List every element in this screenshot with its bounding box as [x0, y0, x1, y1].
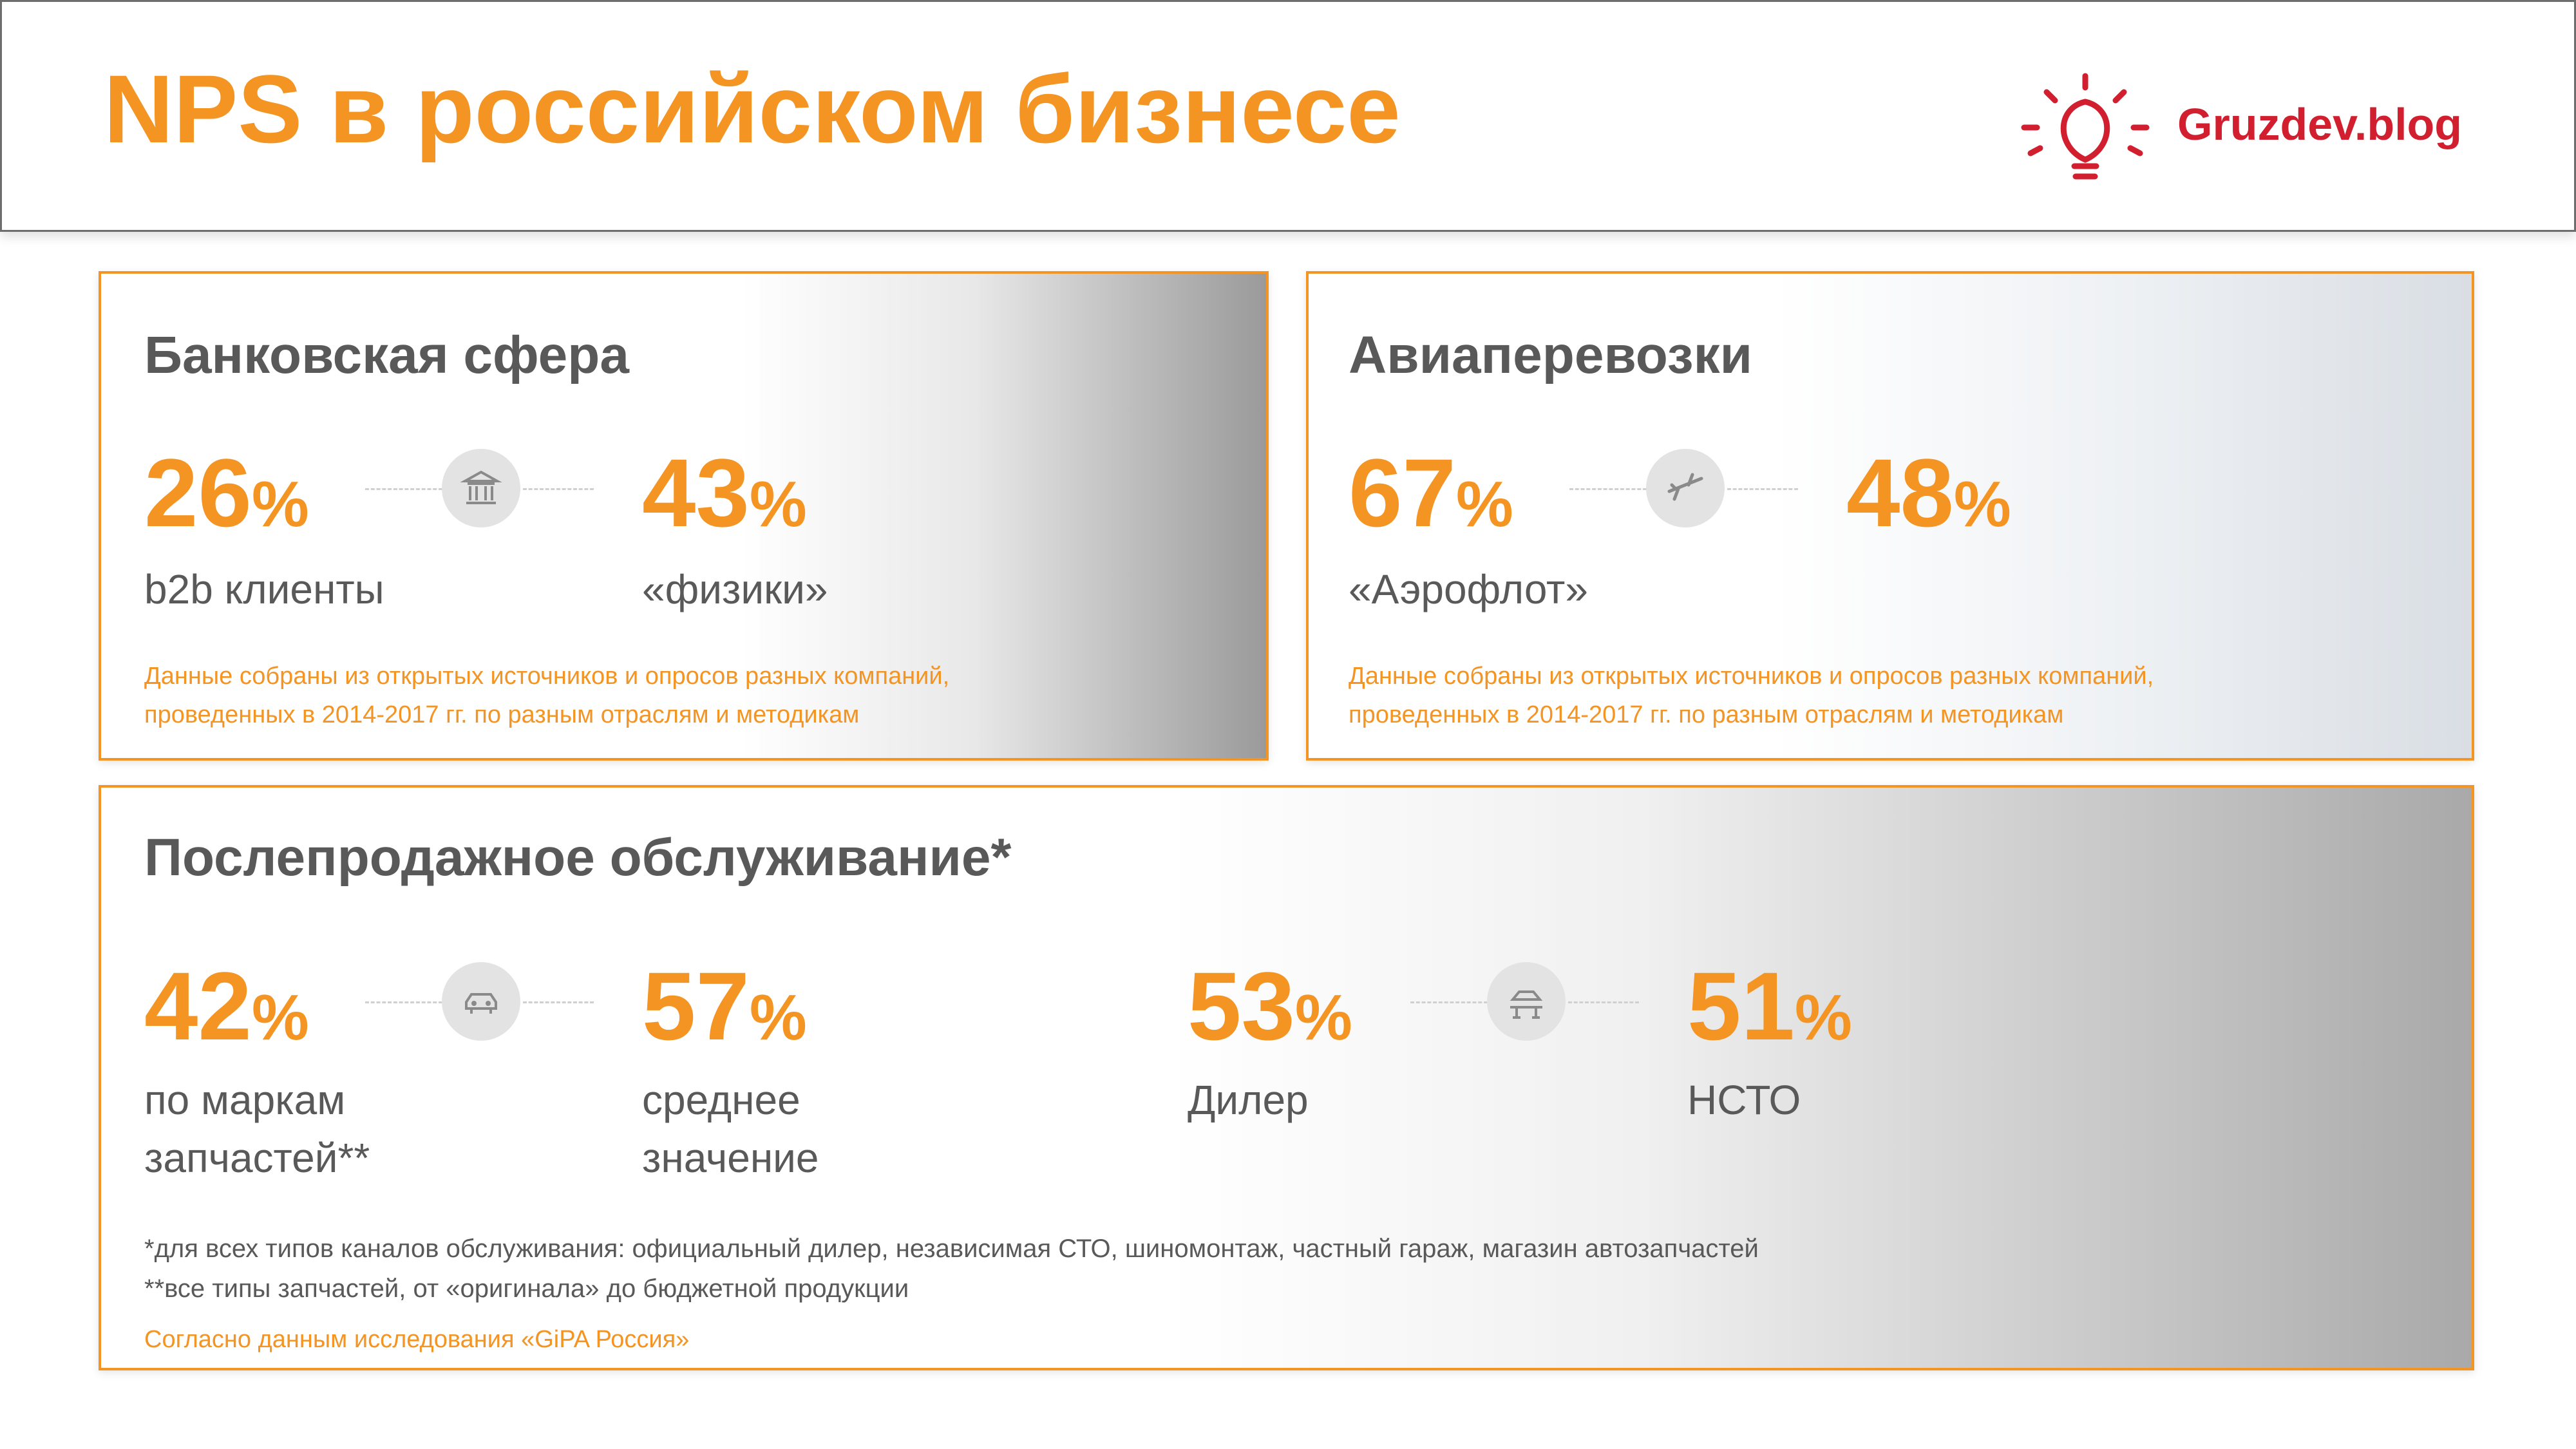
icon-glyph: [465, 993, 497, 1014]
stat-unit: %: [1953, 468, 2011, 540]
stat-value: 57%: [642, 958, 807, 1054]
stat-unit: %: [749, 981, 807, 1054]
icon: [442, 962, 520, 1041]
stat-unit: %: [1455, 468, 1513, 540]
icon-glyph: [1510, 990, 1543, 1019]
section-title: Послепродажное обслуживание*: [144, 828, 1012, 887]
footnote: *для всех типов каналов обслуживания: оф…: [144, 1235, 1759, 1263]
connector: [523, 1001, 594, 1003]
logo-icon: [2021, 73, 2150, 180]
stat-label: среднее значение: [642, 1077, 819, 1181]
stat-unit: %: [251, 468, 309, 540]
header: NPS в российском бизнесе Gruzdev.blog: [0, 0, 2576, 232]
connector: [365, 488, 442, 490]
stat-unit: %: [1294, 981, 1352, 1054]
stat-number: 43: [642, 439, 750, 547]
panel-aftersales: [99, 785, 2474, 1370]
stat-value: 42%: [144, 958, 309, 1054]
stat-value: 26%: [144, 444, 309, 541]
stat-value: 53%: [1188, 958, 1352, 1054]
stat-unit: %: [749, 468, 807, 540]
icon: [1646, 449, 1725, 527]
stat-label: «физики»: [642, 566, 828, 612]
section-title: Банковская сфера: [144, 326, 629, 384]
source: Согласно данным исследования «GiPA Росси…: [144, 1326, 690, 1353]
stat-value: 43%: [642, 444, 807, 541]
stat-value: 67%: [1349, 444, 1513, 541]
stat-number: 51: [1687, 952, 1795, 1060]
stat-label: по маркам запчастей**: [144, 1077, 370, 1181]
section-title: Авиаперевозки: [1349, 326, 1753, 384]
stat-label: НСТО: [1687, 1077, 1801, 1123]
note: Данные собраны из открытых источников и …: [1349, 663, 2154, 690]
page-title: NPS в российском бизнесе: [104, 55, 1401, 163]
connector: [1569, 488, 1647, 490]
panel-aviation: [1306, 271, 2474, 761]
icon-glyph: [460, 470, 502, 504]
stat-number: 57: [642, 952, 750, 1060]
stat-label: «Аэрофлот»: [1349, 566, 1588, 612]
stat-number: 26: [144, 439, 252, 547]
note: Данные собраны из открытых источников и …: [144, 663, 950, 690]
logo-text: Gruzdev.blog: [2177, 99, 2463, 149]
stat-number: 67: [1349, 439, 1456, 547]
footnote: **все типы запчастей, от «оригинала» до …: [144, 1274, 909, 1303]
stat-label: b2b клиенты: [144, 566, 384, 612]
stat-number: 42: [144, 952, 252, 1060]
connector: [1410, 1001, 1488, 1003]
stat-number: 48: [1846, 439, 1954, 547]
panel-banking: [99, 271, 1269, 761]
connector: [1568, 1001, 1639, 1003]
note: проведенных в 2014-2017 гг. по разным от…: [144, 701, 860, 728]
connector: [523, 488, 594, 490]
stat-label: Дилер: [1188, 1077, 1309, 1123]
stat-unit: %: [1794, 981, 1852, 1054]
stat-value: 51%: [1687, 958, 1852, 1054]
icon-glyph: [1667, 473, 1703, 501]
icon: [1487, 962, 1566, 1041]
connector: [365, 1001, 442, 1003]
stat-number: 53: [1188, 952, 1295, 1060]
stat-unit: %: [251, 981, 309, 1054]
icon: [442, 449, 520, 527]
note: проведенных в 2014-2017 гг. по разным от…: [1349, 701, 2064, 728]
connector: [1727, 488, 1798, 490]
stat-value: 48%: [1846, 444, 2011, 541]
